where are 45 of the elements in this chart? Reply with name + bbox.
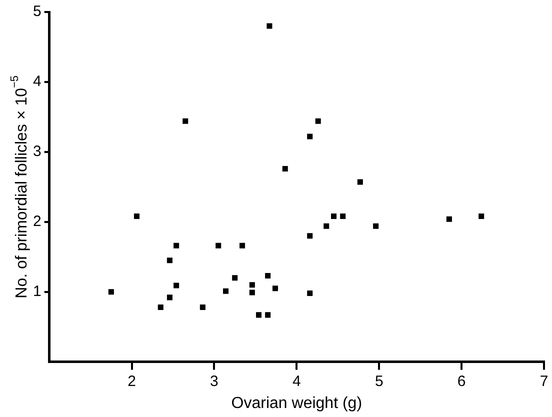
point [272,286,278,292]
x-tick-label: 2 [128,372,136,390]
point [265,312,271,318]
point [357,179,363,185]
x-tick-label: 5 [374,372,384,390]
x-axis-title: Ovarian weight (g) [231,394,362,412]
y-tick-label: 3 [33,143,42,160]
x-tick-label: 4 [292,372,301,390]
point [174,242,180,248]
point [478,214,484,220]
x-tick-label: 6 [457,372,466,390]
y-axis-title: No. of primordial follicles × 10−5 [9,75,30,298]
point [134,214,140,220]
point [158,304,164,310]
point [182,118,188,124]
point [315,118,321,124]
point [266,23,272,29]
point [108,289,114,295]
y-tick-label: 5 [33,3,42,20]
point [307,233,313,239]
y-tick-label: 4 [33,73,42,90]
y-tick-label: 2 [33,213,42,230]
point [340,214,346,220]
x-tick-label: 3 [210,372,218,390]
point [223,288,229,294]
point [166,294,172,300]
point [249,290,255,296]
point [307,290,313,296]
point [232,275,238,281]
point [331,214,337,220]
point [307,134,313,140]
point [200,304,206,310]
point [216,242,222,248]
point [174,282,180,288]
point [446,216,452,222]
y-tick-label: 1 [33,282,42,300]
point [249,282,255,288]
point [282,166,288,172]
point [265,272,271,279]
point [373,223,379,229]
point [256,312,262,318]
point [166,258,172,264]
point [239,242,246,248]
point [324,223,330,229]
x-tick-label: 7 [540,372,548,390]
